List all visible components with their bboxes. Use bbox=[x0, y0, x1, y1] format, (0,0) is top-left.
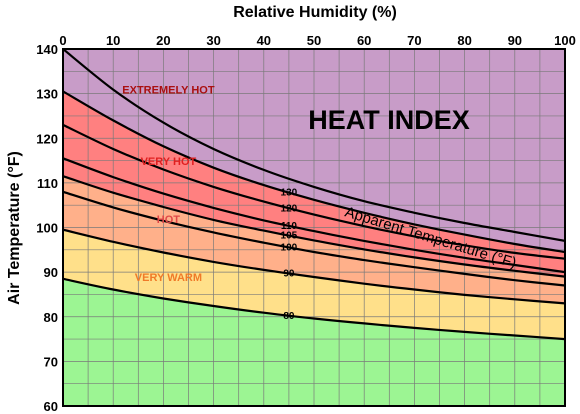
y-axis-title: Air Temperature (°F) bbox=[6, 151, 23, 305]
y-tick-label: 90 bbox=[44, 265, 58, 280]
curve-110 bbox=[63, 157, 565, 274]
x-tick-label: 80 bbox=[457, 33, 471, 48]
zone-label-very-hot: VERY HOT bbox=[141, 156, 197, 168]
curve-label-130: 130 bbox=[281, 188, 298, 199]
x-tick-label: 10 bbox=[106, 33, 120, 48]
y-tick-label: 110 bbox=[37, 176, 58, 191]
y-tick-label: 120 bbox=[36, 131, 58, 146]
zone-label-very-warm: VERY WARM bbox=[135, 272, 202, 284]
grid-lines bbox=[63, 49, 565, 406]
x-tick-label: 100 bbox=[554, 33, 576, 48]
x-axis-title: Relative Humidity (%) bbox=[233, 4, 397, 21]
y-tick-label: 80 bbox=[44, 310, 58, 325]
x-tick-label: 90 bbox=[508, 33, 522, 48]
y-tick-label: 130 bbox=[36, 87, 58, 102]
curve-80 bbox=[63, 277, 565, 341]
y-tick-label: 100 bbox=[36, 221, 58, 236]
x-tick-label: 30 bbox=[206, 33, 220, 48]
curve-label-90: 90 bbox=[283, 268, 295, 279]
curve-90 bbox=[63, 228, 565, 305]
curve-105 bbox=[63, 175, 565, 278]
curve-label-120: 120 bbox=[281, 203, 298, 214]
curve-130 bbox=[63, 90, 565, 254]
curve-100 bbox=[63, 190, 565, 287]
y-tick-label: 140 bbox=[36, 42, 58, 57]
plot-frame bbox=[62, 48, 566, 407]
y-tick-label: 70 bbox=[44, 354, 58, 369]
curves-group bbox=[63, 49, 565, 341]
curve-label-80: 80 bbox=[283, 311, 295, 322]
x-tick-label: 20 bbox=[156, 33, 170, 48]
curve-label-105: 105 bbox=[281, 231, 298, 242]
x-tick-labels: 0 10 20 30 40 50 60 70 80 90 100 bbox=[59, 33, 575, 48]
x-tick-label: 70 bbox=[407, 33, 421, 48]
y-tick-label: 60 bbox=[44, 399, 58, 414]
x-tick-label: 0 bbox=[59, 33, 66, 48]
chart-title: HEAT INDEX bbox=[308, 105, 470, 135]
zone-labels-group: EXTREMELY HOT VERY HOT HOT VERY WARM bbox=[122, 85, 215, 284]
curve-120 bbox=[63, 123, 565, 260]
zone-label-hot: HOT bbox=[157, 214, 181, 226]
curve-label-100: 100 bbox=[281, 243, 298, 254]
x-tick-label: 40 bbox=[257, 33, 271, 48]
curve-top bbox=[63, 49, 565, 242]
zone-label-extremely-hot: EXTREMELY HOT bbox=[122, 85, 215, 97]
y-tick-labels: 60 70 80 90 100 110 120 130 140 bbox=[36, 42, 58, 414]
x-tick-label: 50 bbox=[307, 33, 321, 48]
curve-label-110: 110 bbox=[281, 221, 298, 232]
x-tick-label: 60 bbox=[357, 33, 371, 48]
